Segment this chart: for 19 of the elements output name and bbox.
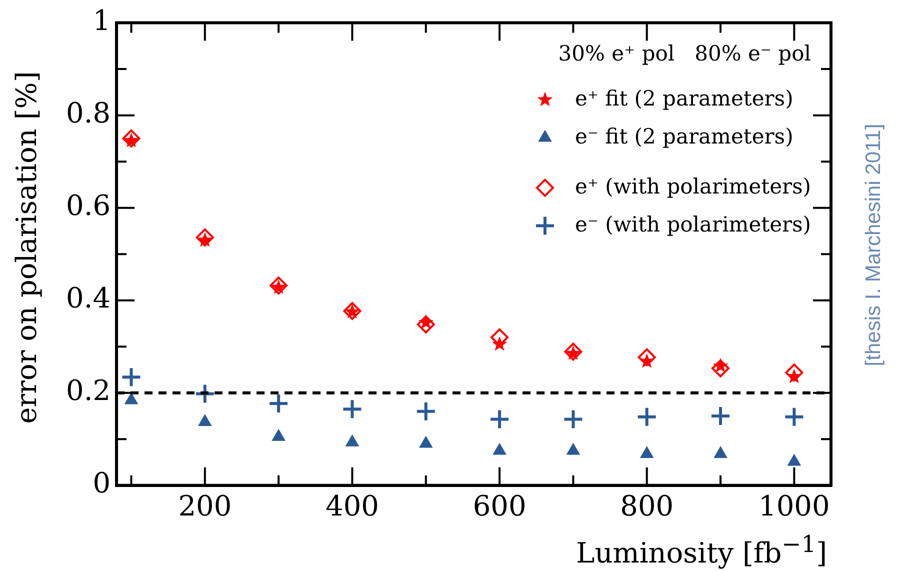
x-tick-label: 600 (472, 489, 526, 522)
text: [thesis I. Marchesini 2011] (862, 124, 886, 366)
y-tick-label: 0.4 (66, 282, 111, 315)
y-tick-label: 0 (92, 466, 111, 500)
legend-label: e⁺ fit (2 parameters) (574, 86, 794, 110)
legend-label: e⁻ (with polarimeters) (574, 212, 812, 236)
x-tick-label: 200 (178, 489, 232, 522)
y-axis-title: error on polarisation [%] (10, 71, 42, 424)
x-tick-label: 800 (620, 489, 674, 522)
y-tick-label: 1 (92, 4, 111, 38)
legend-label: e⁺ (with polarimeters) (574, 174, 812, 198)
x-tick-label: 1000 (758, 489, 830, 522)
x-axis-title: Luminosity [fb$^{−1}$] (576, 530, 827, 570)
y-tick-label: 0.6 (66, 189, 111, 222)
legend-title: 30% e⁺ pol 80% e⁻ pol (558, 41, 812, 66)
y-tick-label: 0.8 (66, 96, 111, 130)
legend-label: e⁻ fit (2 parameters) (574, 124, 794, 148)
y-tick-label: 0.2 (66, 374, 111, 408)
x-tick-label: 400 (326, 489, 379, 522)
